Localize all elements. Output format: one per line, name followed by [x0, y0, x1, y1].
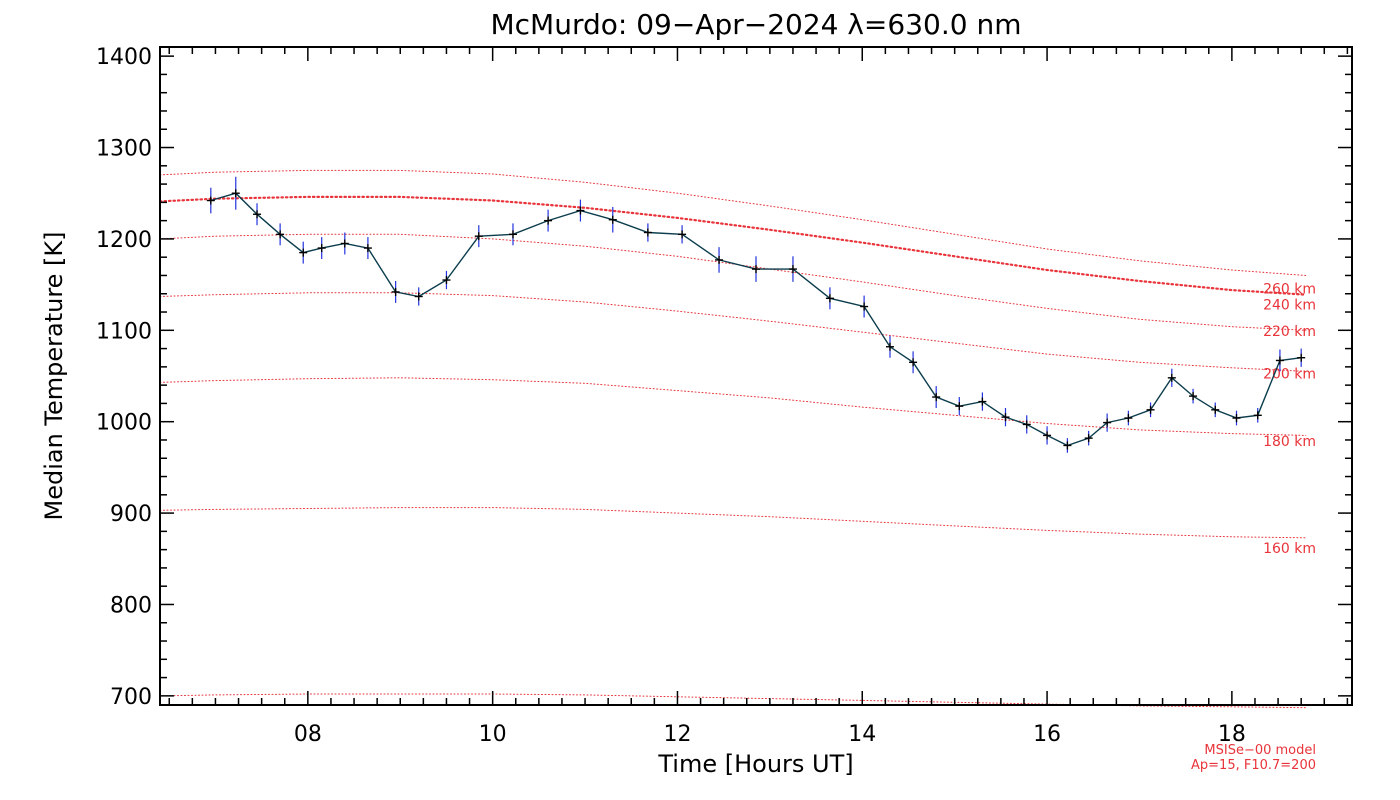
- altitude-label: 240 km: [1263, 298, 1316, 314]
- x-tick-label: 18: [1218, 722, 1246, 747]
- data-point: [885, 342, 894, 351]
- msis-curve-260-km: [159, 169, 1307, 276]
- data-point: [1043, 431, 1052, 440]
- data-point: [788, 265, 797, 274]
- data-point: [1167, 373, 1176, 382]
- data-point: [276, 230, 285, 239]
- y-tick-label: 700: [110, 685, 152, 710]
- data-point: [1084, 434, 1093, 443]
- y-axis-label: Median Temperature [K]: [40, 231, 68, 520]
- data-point: [932, 393, 941, 402]
- x-axis-label: Time [Hours UT]: [657, 750, 853, 778]
- msis-exospheric-curve: [158, 195, 1307, 296]
- altitude-label: 160 km: [1263, 541, 1316, 557]
- msis-curve-220-km: [159, 292, 1307, 372]
- plot-frame: [159, 46, 1353, 706]
- data-point: [317, 244, 326, 253]
- y-tick-label: 1300: [96, 137, 152, 162]
- y-tick-label: 1100: [96, 319, 152, 344]
- data-point: [340, 239, 349, 248]
- x-tick-label: 10: [479, 722, 507, 747]
- temperature-measurements: [206, 176, 1306, 453]
- data-point: [1146, 405, 1155, 414]
- data-point: [544, 216, 553, 225]
- data-point: [1275, 356, 1284, 365]
- axis-ticks: 08 10 12 14 16 18 700 800 900 1000 1100 1200 1300 140…: [96, 45, 1352, 747]
- data-point: [860, 302, 869, 311]
- data-point: [955, 402, 964, 411]
- data-point: [1189, 392, 1198, 401]
- y-tick-label: 1400: [96, 45, 152, 70]
- data-point: [825, 294, 834, 303]
- data-point: [752, 265, 760, 274]
- data-point: [474, 232, 483, 241]
- y-tick-label: 800: [110, 593, 152, 618]
- data-point: [1232, 414, 1241, 423]
- data-point: [363, 244, 372, 253]
- data-point: [1211, 405, 1220, 414]
- data-point: [1253, 411, 1262, 420]
- altitude-label: 220 km: [1263, 324, 1316, 340]
- msis-curve-160-km: [159, 693, 1307, 709]
- msis-curve-240-km: [159, 233, 1307, 331]
- y-tick-label: 1000: [96, 411, 152, 436]
- data-point: [1103, 418, 1112, 427]
- altitude-label: 180 km: [1263, 434, 1316, 450]
- altitude-label: 260 km: [1263, 281, 1316, 297]
- chart-title: McMurdo: 09−Apr−2024 λ=630.0 nm: [491, 8, 1022, 41]
- x-tick-label: 08: [294, 722, 322, 747]
- data-point: [1297, 353, 1306, 362]
- y-tick-label: 1200: [96, 228, 152, 253]
- data-point: [508, 230, 517, 239]
- data-point: [1001, 413, 1010, 422]
- data-point: [206, 196, 215, 205]
- data-point: [442, 276, 451, 285]
- model-note-line-2: Ap=15, F10.7=200: [1191, 758, 1316, 773]
- data-point: [608, 215, 617, 224]
- x-tick-label: 14: [848, 722, 876, 747]
- msis-curve-180-km: [159, 507, 1307, 539]
- data-point: [909, 358, 918, 367]
- data-point: [253, 210, 262, 219]
- altitude-label: 200 km: [1263, 366, 1316, 382]
- x-tick-label: 12: [663, 722, 691, 747]
- data-point: [299, 248, 308, 257]
- data-point: [1022, 420, 1031, 429]
- data-point: [391, 287, 400, 296]
- data-point: [1063, 441, 1072, 450]
- model-note-line-1: MSISe−00 model: [1204, 743, 1316, 758]
- x-tick-label: 16: [1033, 722, 1061, 747]
- msis-curve-200-km: [159, 377, 1307, 436]
- data-point: [231, 189, 240, 198]
- temperature-line: [210, 192, 1302, 447]
- plot-border: [159, 46, 1353, 706]
- y-tick-label: 900: [110, 502, 152, 527]
- data-point: [1124, 414, 1133, 423]
- data-point: [978, 397, 987, 406]
- data-point: [678, 230, 687, 239]
- data-point: [643, 228, 652, 237]
- data-point: [715, 255, 724, 264]
- msis-model-curves: [158, 169, 1307, 709]
- data-point: [576, 206, 585, 215]
- data-point: [414, 292, 423, 301]
